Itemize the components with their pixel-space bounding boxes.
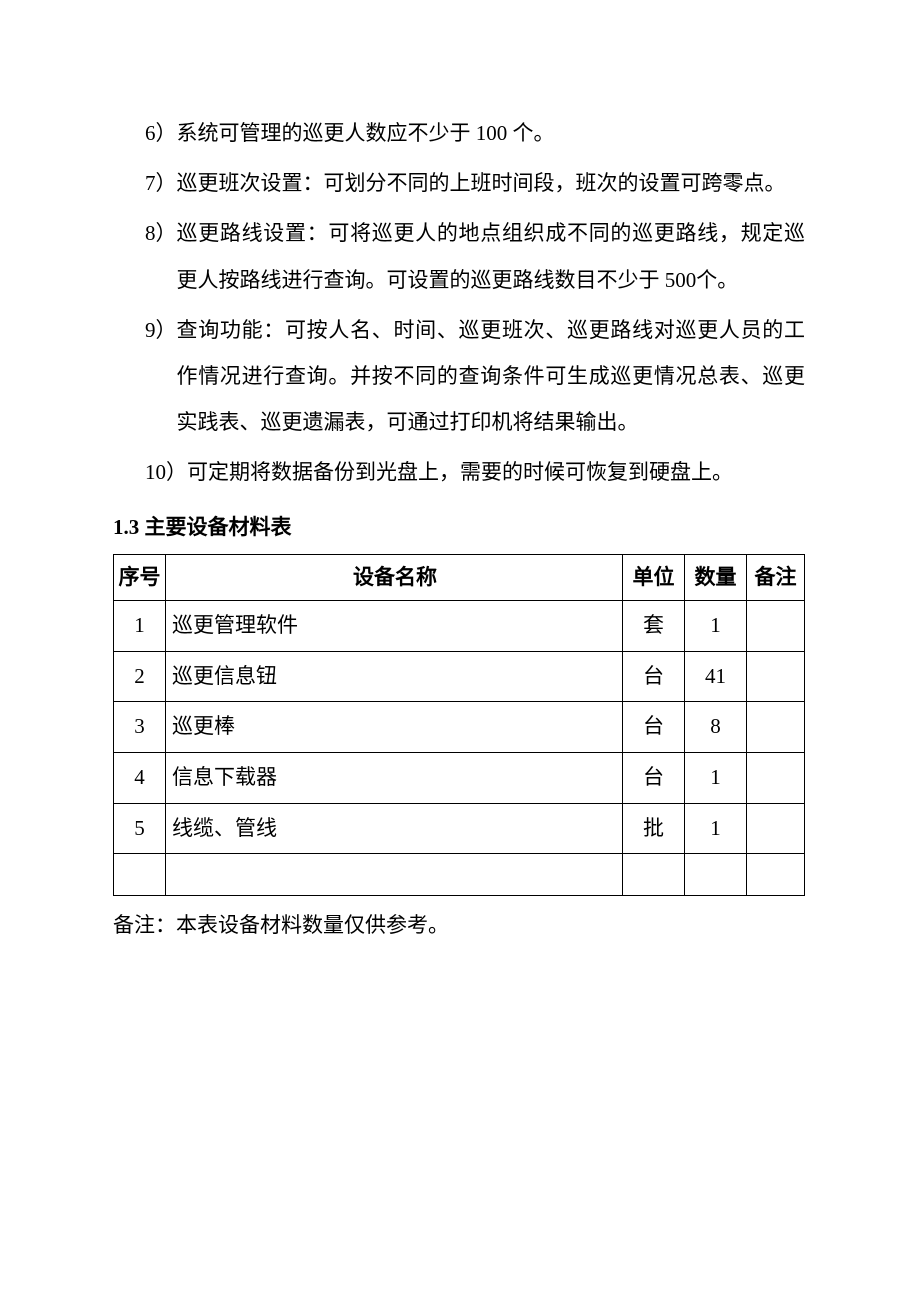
table-row: 3 巡更棒 台 8 bbox=[114, 702, 805, 753]
cell-name: 信息下载器 bbox=[166, 753, 623, 804]
list-marker: 9） bbox=[145, 307, 177, 446]
cell-note bbox=[747, 601, 805, 652]
col-header-unit: 单位 bbox=[623, 554, 685, 601]
list-text: 巡更路线设置：可将巡更人的地点组织成不同的巡更路线，规定巡更人按路线进行查询。可… bbox=[177, 210, 806, 302]
table-row: 2 巡更信息钮 台 41 bbox=[114, 651, 805, 702]
cell-seq: 1 bbox=[114, 601, 166, 652]
list-item: 10） 可定期将数据备份到光盘上，需要的时候可恢复到硬盘上。 bbox=[145, 449, 805, 495]
cell-name: 巡更信息钮 bbox=[166, 651, 623, 702]
table-row: 5 线缆、管线 批 1 bbox=[114, 803, 805, 854]
table-row: 4 信息下载器 台 1 bbox=[114, 753, 805, 804]
list-marker: 10） bbox=[145, 449, 187, 495]
cell-unit: 批 bbox=[623, 803, 685, 854]
cell-qty: 1 bbox=[685, 753, 747, 804]
table-footnote: 备注：本表设备材料数量仅供参考。 bbox=[113, 902, 805, 948]
cell-seq: 3 bbox=[114, 702, 166, 753]
list-item: 6） 系统可管理的巡更人数应不少于 100 个。 bbox=[145, 110, 805, 156]
cell-name: 巡更棒 bbox=[166, 702, 623, 753]
cell-note bbox=[747, 651, 805, 702]
list-text: 巡更班次设置：可划分不同的上班时间段，班次的设置可跨零点。 bbox=[177, 160, 786, 206]
cell-note bbox=[747, 753, 805, 804]
cell-seq: 2 bbox=[114, 651, 166, 702]
col-header-qty: 数量 bbox=[685, 554, 747, 601]
cell-unit: 套 bbox=[623, 601, 685, 652]
list-text: 查询功能：可按人名、时间、巡更班次、巡更路线对巡更人员的工作情况进行查询。并按不… bbox=[177, 307, 806, 446]
list-marker: 8） bbox=[145, 210, 177, 302]
section-heading: 1.3 主要设备材料表 bbox=[113, 504, 805, 550]
col-header-name: 设备名称 bbox=[166, 554, 623, 601]
list-item: 7） 巡更班次设置：可划分不同的上班时间段，班次的设置可跨零点。 bbox=[145, 160, 805, 206]
cell-qty: 1 bbox=[685, 601, 747, 652]
cell-note bbox=[747, 803, 805, 854]
table-row: 1 巡更管理软件 套 1 bbox=[114, 601, 805, 652]
cell-unit: 台 bbox=[623, 753, 685, 804]
cell-unit bbox=[623, 854, 685, 896]
col-header-note: 备注 bbox=[747, 554, 805, 601]
list-marker: 7） bbox=[145, 160, 177, 206]
list-text: 可定期将数据备份到光盘上，需要的时候可恢复到硬盘上。 bbox=[187, 449, 733, 495]
equipment-table: 序号 设备名称 单位 数量 备注 1 巡更管理软件 套 1 2 巡更信息钮 台 … bbox=[113, 554, 805, 897]
cell-unit: 台 bbox=[623, 651, 685, 702]
col-header-seq: 序号 bbox=[114, 554, 166, 601]
cell-name: 巡更管理软件 bbox=[166, 601, 623, 652]
cell-note bbox=[747, 702, 805, 753]
table-row-empty bbox=[114, 854, 805, 896]
cell-note bbox=[747, 854, 805, 896]
cell-name bbox=[166, 854, 623, 896]
cell-seq: 5 bbox=[114, 803, 166, 854]
cell-qty bbox=[685, 854, 747, 896]
cell-seq bbox=[114, 854, 166, 896]
cell-qty: 1 bbox=[685, 803, 747, 854]
cell-name: 线缆、管线 bbox=[166, 803, 623, 854]
list-marker: 6） bbox=[145, 110, 177, 156]
cell-seq: 4 bbox=[114, 753, 166, 804]
cell-unit: 台 bbox=[623, 702, 685, 753]
list-text: 系统可管理的巡更人数应不少于 100 个。 bbox=[177, 110, 555, 156]
cell-qty: 8 bbox=[685, 702, 747, 753]
list-item: 9） 查询功能：可按人名、时间、巡更班次、巡更路线对巡更人员的工作情况进行查询。… bbox=[145, 307, 805, 446]
list-item: 8） 巡更路线设置：可将巡更人的地点组织成不同的巡更路线，规定巡更人按路线进行查… bbox=[145, 210, 805, 302]
cell-qty: 41 bbox=[685, 651, 747, 702]
table-header-row: 序号 设备名称 单位 数量 备注 bbox=[114, 554, 805, 601]
